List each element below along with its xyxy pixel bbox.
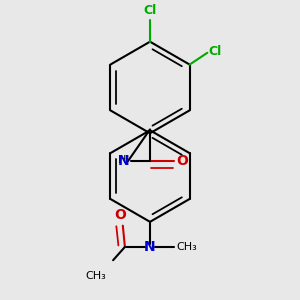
Text: O: O (177, 154, 188, 168)
Text: CH₃: CH₃ (176, 242, 197, 252)
Text: O: O (115, 208, 126, 222)
Text: N: N (144, 240, 156, 254)
Text: CH₃: CH₃ (85, 271, 106, 281)
Text: H: H (117, 155, 126, 165)
Text: Cl: Cl (209, 45, 222, 58)
Text: N: N (118, 154, 129, 168)
Text: Cl: Cl (143, 4, 157, 17)
